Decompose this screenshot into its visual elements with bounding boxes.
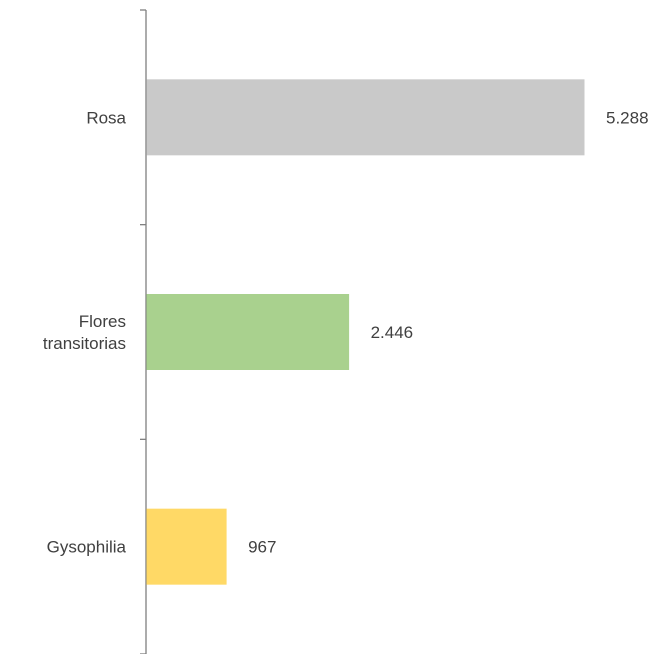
data-label: 5.288: [606, 108, 649, 127]
category-label: Rosa: [86, 108, 126, 127]
category-labels: Rosa Flores transitorias Gysophilia: [43, 108, 127, 556]
bars: [146, 79, 585, 585]
bar-gysophilia: [146, 508, 227, 585]
category-label: Gysophilia: [47, 538, 127, 557]
bar-rosa: [146, 79, 585, 156]
data-label: 967: [248, 538, 276, 557]
axis-ticks: [140, 9, 146, 655]
data-label: 2.446: [371, 323, 414, 342]
bar-flores-transitorias: [146, 294, 350, 370]
value-labels: 5.288 2.446 967: [248, 108, 648, 556]
category-label: Flores transitorias: [43, 312, 126, 353]
